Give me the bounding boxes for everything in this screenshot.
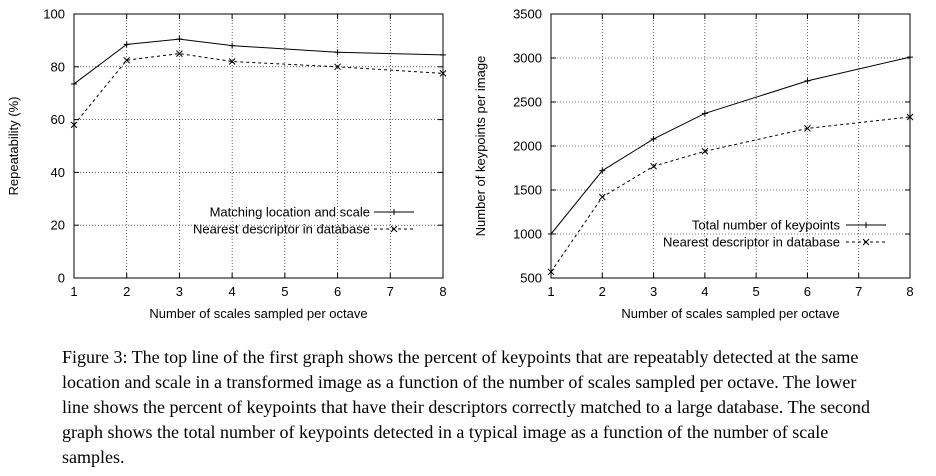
x-tick-label: 3 bbox=[650, 284, 657, 299]
legend-entry: Total number of keypoints bbox=[692, 218, 841, 233]
data-point bbox=[334, 63, 341, 71]
figure-caption: Figure 3: The top line of the first grap… bbox=[62, 347, 871, 467]
y-tick-label: 60 bbox=[51, 112, 65, 127]
y-tick-label: 100 bbox=[43, 7, 65, 22]
data-point bbox=[548, 231, 554, 237]
y-tick-label: 0 bbox=[58, 271, 65, 286]
legend-entry: Matching location and scale bbox=[210, 205, 370, 220]
y-axis-label: Repeatability (%) bbox=[6, 97, 21, 196]
data-point bbox=[334, 49, 341, 56]
x-tick-label: 7 bbox=[387, 284, 394, 299]
y-tick-label: 3000 bbox=[513, 51, 542, 66]
series-line-1 bbox=[550, 116, 911, 273]
series-line-1 bbox=[73, 53, 444, 126]
data-point bbox=[650, 162, 657, 170]
x-axis-label: Number of scales sampled per octave bbox=[621, 306, 839, 321]
y-tick-label: 40 bbox=[51, 165, 65, 180]
data-point bbox=[906, 113, 914, 121]
data-point bbox=[71, 80, 77, 87]
series-line-0 bbox=[550, 56, 911, 235]
data-point bbox=[599, 167, 606, 174]
x-tick-label: 8 bbox=[906, 284, 913, 299]
x-tick-label: 6 bbox=[804, 284, 811, 299]
data-point bbox=[547, 268, 555, 276]
data-point bbox=[228, 58, 236, 65]
legend-marker bbox=[863, 222, 869, 228]
x-tick-label: 5 bbox=[753, 284, 760, 299]
x-tick-label: 4 bbox=[229, 284, 236, 299]
y-tick-label: 1000 bbox=[513, 227, 542, 242]
legend-marker bbox=[390, 225, 398, 233]
y-tick-label: 1500 bbox=[513, 183, 542, 198]
data-point bbox=[70, 121, 78, 129]
x-tick-label: 3 bbox=[176, 284, 183, 299]
data-point bbox=[598, 193, 606, 201]
x-tick-label: 5 bbox=[281, 284, 288, 299]
y-tick-label: 20 bbox=[51, 218, 65, 233]
x-tick-label: 1 bbox=[547, 284, 554, 299]
keypoints-chart: 1 2 3 4 5 6 7 8 500 1000 1500 2000 2500 3000 3500 Numbe… bbox=[473, 7, 914, 322]
data-point bbox=[229, 42, 236, 49]
y-tick-label: 80 bbox=[51, 59, 65, 74]
x-tick-label: 7 bbox=[855, 284, 862, 299]
legend-entry: Nearest descriptor in database bbox=[663, 235, 840, 250]
y-axis-label: Number of keypoints per image bbox=[473, 56, 488, 237]
data-point bbox=[440, 51, 446, 58]
data-point bbox=[176, 50, 183, 57]
x-tick-label: 4 bbox=[701, 284, 708, 299]
y-tick-label: 500 bbox=[520, 271, 542, 286]
x-axis-label: Number of scales sampled per octave bbox=[149, 306, 367, 321]
data-point bbox=[804, 77, 811, 84]
plot-frame bbox=[73, 13, 444, 279]
x-tick-label: 2 bbox=[599, 284, 606, 299]
data-point bbox=[701, 110, 708, 117]
x-tick-label: 1 bbox=[70, 284, 77, 299]
data-point bbox=[176, 36, 183, 43]
data-point bbox=[123, 41, 130, 48]
data-point bbox=[907, 54, 913, 61]
y-tick-label: 2000 bbox=[513, 139, 542, 154]
y-tick-label: 3500 bbox=[513, 7, 542, 22]
legend-entry: Nearest descriptor in database bbox=[193, 222, 370, 237]
x-tick-label: 2 bbox=[123, 284, 130, 299]
data-point bbox=[123, 56, 131, 64]
data-point bbox=[650, 135, 657, 142]
x-tick-label: 8 bbox=[439, 284, 446, 299]
data-point bbox=[701, 147, 709, 155]
x-tick-label: 6 bbox=[334, 284, 341, 299]
y-tick-label: 2500 bbox=[513, 95, 542, 110]
legend-marker bbox=[862, 238, 870, 246]
data-point bbox=[804, 125, 811, 132]
series-line-0 bbox=[73, 38, 444, 85]
data-point bbox=[439, 70, 447, 77]
legend-marker bbox=[391, 209, 397, 215]
